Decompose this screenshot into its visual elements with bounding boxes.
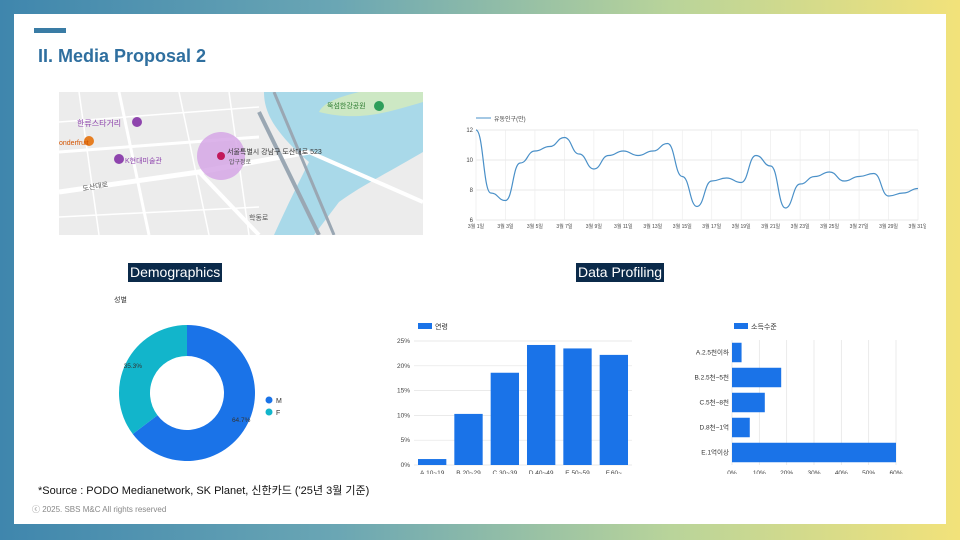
x-tick-label: 20%: [780, 470, 793, 474]
bar: [599, 354, 629, 465]
x-tick-label: 3월 29일: [879, 223, 898, 230]
bar: [732, 392, 765, 413]
x-tick-label: 3월 13일: [643, 223, 662, 230]
income-bar-svg: 소득수준 0% 10% 20% 30% 40% 50% 60% A.2.5천이하 B.2.5천~5…: [694, 323, 903, 477]
copyright: ⓒ 2025. SBS M&C All rights reserved: [32, 505, 167, 514]
x-tick-label: 3월 27일: [850, 223, 869, 230]
x-tick-label: 3월 25일: [820, 223, 839, 230]
y-tick-label: 8: [470, 188, 474, 194]
title-accent-bar: [34, 28, 66, 33]
legend-swatch: [265, 408, 273, 416]
legend-label: 연령: [435, 323, 448, 331]
x-tick-label: 40%: [835, 470, 848, 474]
x-tick-label: B.20~29: [456, 470, 481, 474]
map-label: K현대미술관: [125, 156, 162, 165]
y-tick-label: B.2.5천~5천: [694, 373, 729, 382]
income-bar-chart: 소득수준 0% 10% 20% 30% 40% 50% 60% A.2.5천이하 B.2.5천~5…: [654, 304, 904, 477]
slide-title: II. Media Proposal 2: [38, 46, 207, 66]
x-tick-label: 3월 11일: [614, 223, 633, 230]
bar: [563, 348, 592, 465]
data-profiling-heading: Data Profiling: [576, 263, 665, 282]
y-tick-label: 10: [466, 158, 473, 164]
x-tick-label: 3월 23일: [791, 223, 810, 230]
map-label: onderfruit: [59, 140, 89, 147]
slice-label: 35.3%: [124, 363, 143, 370]
bar: [732, 417, 750, 438]
x-tick-label: 3월 9일: [586, 223, 603, 230]
legend-label: F: [276, 410, 280, 417]
x-tick-label: 60%: [889, 470, 902, 474]
donut-slice-f: [119, 325, 187, 434]
x-tick-label: 3월 7일: [556, 223, 573, 230]
map-label: 학동로: [249, 213, 269, 222]
legend-swatch: [265, 396, 273, 404]
x-tick-label: 3월 17일: [702, 223, 721, 230]
y-tick-label: 0%: [401, 462, 411, 469]
y-tick-label: C.5천~8천: [700, 398, 730, 407]
age-bar-chart: 연령 25% 20% 15% 10% 5% 0% A.10~19 B.20~29 C.30~39 D…: [374, 304, 634, 477]
slice-label: 64.7%: [232, 417, 251, 424]
slide: II. Media Proposal 2: [14, 14, 946, 524]
legend-label: M: [276, 398, 282, 405]
x-tick-label: F.60~: [606, 470, 622, 474]
y-tick-label: D.8천~1억: [700, 423, 730, 432]
bar: [732, 367, 782, 388]
map-canvas: 한류스타거리 onderfruit K현대미술관 서울특별시 강남구 도산대로 …: [59, 92, 423, 235]
bar: [526, 344, 556, 465]
legend-swatch: [418, 323, 432, 329]
y-tick-label: 10%: [397, 412, 410, 419]
x-tick-label: 3월 3일: [497, 223, 514, 230]
map-label: 한류스타거리: [77, 119, 121, 128]
x-tick-label: D.40~49: [529, 470, 554, 474]
legend-label: 소득수준: [751, 323, 777, 331]
y-tick-label: 5%: [401, 437, 411, 444]
x-tick-label: 30%: [807, 470, 820, 474]
map-label: 뚝섬한강공원: [327, 101, 366, 110]
x-tick-label: C.30~39: [492, 470, 517, 474]
bar: [417, 459, 447, 465]
bar: [732, 442, 896, 463]
donut-slice-m: [132, 325, 255, 461]
y-tick-label: 12: [466, 128, 473, 134]
y-tick-label: 6: [470, 218, 474, 224]
x-tick-label: 50%: [862, 470, 875, 474]
x-tick-label: 3월 31일: [909, 223, 926, 230]
line-chart-svg: 유동인구(만) 12 10 8 63월 1일 3월 3일 3월 5일 3월 7일 3월 9일 3월…: [466, 115, 928, 230]
bar: [490, 372, 520, 465]
bar: [732, 342, 742, 363]
x-tick-label: 3월 1일: [468, 223, 485, 230]
map-label: 서울특별시 강남구 도산대로 523: [227, 147, 322, 156]
gender-donut-chart: 성별 64.7% M 35.3% F: [84, 292, 324, 472]
legend-label: 유동인구(만): [494, 115, 526, 123]
bar: [454, 413, 483, 465]
x-tick-label: A.10~19: [420, 470, 445, 474]
series-line: [475, 129, 919, 209]
demographics-heading: Demographics: [128, 263, 223, 282]
y-tick-label: 15%: [397, 388, 410, 395]
x-tick-label: 0%: [727, 470, 737, 474]
location-pin-icon[interactable]: [217, 152, 225, 160]
chart-title: 성별: [114, 295, 127, 304]
age-bar-svg: 연령 25% 20% 15% 10% 5% 0% A.10~19 B.20~29 C.30~39 D…: [397, 323, 632, 477]
x-tick-label: 3월 19일: [732, 223, 751, 230]
x-tick-label: E.50~59: [565, 470, 590, 474]
footfall-line-chart: 유동인구(만) 12 10 8 6 3월 1일 3월 3일 3월 5일 3월 7일 3월 9일 3월…: [446, 110, 928, 240]
y-tick-label: A.2.5천이하: [696, 348, 729, 357]
source-note: *Source : PODO Medianetwork, SK Planet, …: [38, 485, 370, 497]
x-tick-label: 3월 15일: [673, 223, 692, 230]
y-tick-label: 20%: [397, 363, 410, 370]
legend-swatch: [734, 323, 748, 329]
donut-svg: 성별 64.7% M 35.3% F: [114, 295, 282, 461]
map-label: 압구정로: [229, 158, 252, 166]
x-tick-label: 3월 21일: [761, 223, 780, 230]
y-tick-label: E.1억이상: [701, 448, 729, 457]
x-tick-label: 3월 5일: [527, 223, 544, 230]
x-tick-label: 10%: [753, 470, 766, 474]
location-map[interactable]: 한류스타거리 onderfruit K현대미술관 서울특별시 강남구 도산대로 …: [59, 92, 423, 235]
y-tick-label: 25%: [397, 338, 410, 345]
